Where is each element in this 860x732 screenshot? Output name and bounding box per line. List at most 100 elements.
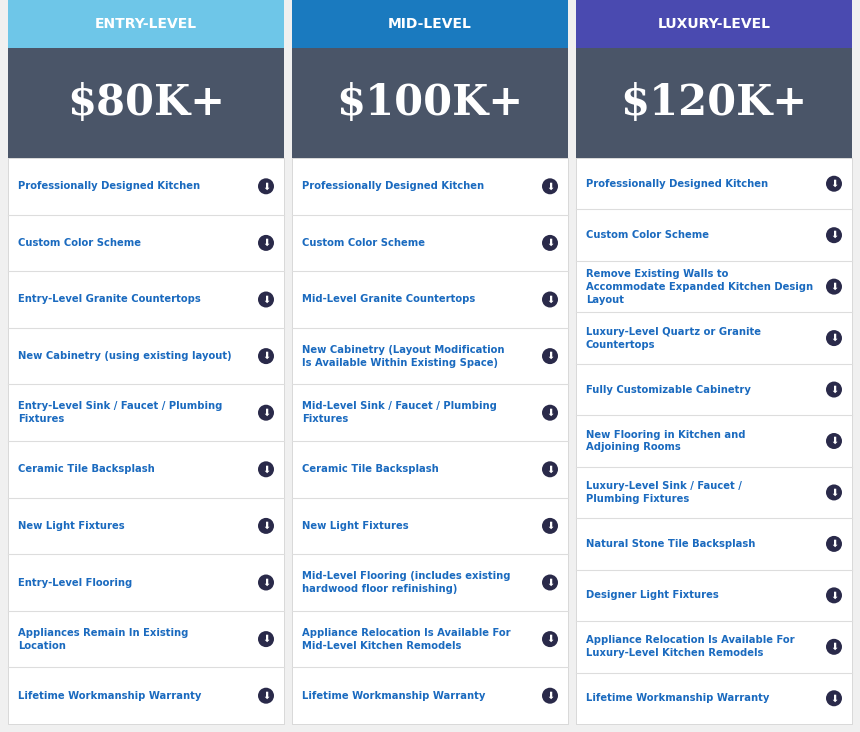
Circle shape [258,235,274,251]
Text: hardwood floor refinishing): hardwood floor refinishing) [302,584,458,594]
Text: ⬇: ⬇ [262,351,270,361]
Text: Mid-Level Flooring (includes existing: Mid-Level Flooring (includes existing [302,571,511,581]
FancyBboxPatch shape [292,0,568,48]
Text: Layout: Layout [586,295,624,305]
Text: ⬇: ⬇ [830,539,838,549]
Text: ⬇: ⬇ [262,578,270,588]
Circle shape [542,575,558,591]
Circle shape [542,405,558,421]
Text: ⬇: ⬇ [830,179,838,189]
Text: Mid-Level Granite Countertops: Mid-Level Granite Countertops [302,294,476,305]
Text: Luxury-Level Sink / Faucet /: Luxury-Level Sink / Faucet / [586,481,742,491]
Text: ⬇: ⬇ [830,693,838,703]
Text: ⬇: ⬇ [546,238,554,248]
Circle shape [258,291,274,307]
FancyBboxPatch shape [8,0,284,48]
Circle shape [258,348,274,364]
Text: ⬇: ⬇ [262,691,270,701]
Text: Countertops: Countertops [586,340,655,350]
Text: Location: Location [18,640,66,651]
Text: ⬇: ⬇ [546,408,554,418]
Text: Ceramic Tile Backsplash: Ceramic Tile Backsplash [302,464,439,474]
Text: Fully Customizable Cabinetry: Fully Customizable Cabinetry [586,384,751,395]
Text: Designer Light Fixtures: Designer Light Fixtures [586,591,719,600]
FancyBboxPatch shape [8,158,284,724]
Circle shape [258,631,274,647]
Circle shape [542,518,558,534]
Circle shape [542,291,558,307]
Text: ⬇: ⬇ [546,634,554,644]
Text: Lifetime Workmanship Warranty: Lifetime Workmanship Warranty [302,691,485,701]
Text: ⬇: ⬇ [546,464,554,474]
Text: ⬇: ⬇ [830,436,838,446]
Text: $120K+: $120K+ [620,82,808,124]
Text: MID-LEVEL: MID-LEVEL [388,17,472,31]
Circle shape [542,179,558,194]
FancyBboxPatch shape [576,158,852,724]
Text: ⬇: ⬇ [830,384,838,395]
Text: ⬇: ⬇ [262,182,270,191]
Text: Appliance Relocation Is Available For: Appliance Relocation Is Available For [302,627,511,638]
Text: Lifetime Workmanship Warranty: Lifetime Workmanship Warranty [18,691,201,701]
Text: ⬇: ⬇ [546,521,554,531]
Text: ⬇: ⬇ [830,282,838,291]
Circle shape [258,575,274,591]
Circle shape [826,279,842,295]
Circle shape [542,631,558,647]
Text: ⬇: ⬇ [830,230,838,240]
Circle shape [826,485,842,501]
Circle shape [826,433,842,449]
Text: New Flooring in Kitchen and: New Flooring in Kitchen and [586,430,746,439]
Text: ⬇: ⬇ [262,238,270,248]
Circle shape [258,405,274,421]
Text: ⬇: ⬇ [262,464,270,474]
Text: ⬇: ⬇ [830,488,838,498]
Text: ⬇: ⬇ [546,294,554,305]
Text: Natural Stone Tile Backsplash: Natural Stone Tile Backsplash [586,539,755,549]
Text: ⬇: ⬇ [262,294,270,305]
Text: Fixtures: Fixtures [18,414,64,425]
Circle shape [542,348,558,364]
Text: ⬇: ⬇ [262,634,270,644]
Text: Custom Color Scheme: Custom Color Scheme [18,238,141,248]
Circle shape [258,518,274,534]
Circle shape [826,176,842,192]
Text: ENTRY-LEVEL: ENTRY-LEVEL [95,17,197,31]
Circle shape [826,381,842,397]
Text: ⬇: ⬇ [830,333,838,343]
Text: Entry-Level Granite Countertops: Entry-Level Granite Countertops [18,294,200,305]
Text: Luxury-Level Kitchen Remodels: Luxury-Level Kitchen Remodels [586,649,764,658]
Circle shape [826,690,842,706]
Circle shape [826,227,842,243]
Text: LUXURY-LEVEL: LUXURY-LEVEL [658,17,771,31]
Text: ⬇: ⬇ [830,642,838,651]
Text: New Light Fixtures: New Light Fixtures [302,521,408,531]
Text: Mid-Level Kitchen Remodels: Mid-Level Kitchen Remodels [302,640,461,651]
Text: Entry-Level Flooring: Entry-Level Flooring [18,578,132,588]
Circle shape [826,639,842,655]
Text: Ceramic Tile Backsplash: Ceramic Tile Backsplash [18,464,155,474]
Text: Entry-Level Sink / Faucet / Plumbing: Entry-Level Sink / Faucet / Plumbing [18,401,223,411]
Text: Is Available Within Existing Space): Is Available Within Existing Space) [302,358,498,367]
Text: ⬇: ⬇ [546,351,554,361]
Text: Professionally Designed Kitchen: Professionally Designed Kitchen [586,179,768,189]
Circle shape [826,587,842,603]
Text: Professionally Designed Kitchen: Professionally Designed Kitchen [302,182,484,191]
FancyBboxPatch shape [292,158,568,724]
FancyBboxPatch shape [8,48,284,158]
Text: ⬇: ⬇ [262,408,270,418]
Text: Luxury-Level Quartz or Granite: Luxury-Level Quartz or Granite [586,326,761,337]
FancyBboxPatch shape [576,0,852,48]
Circle shape [542,235,558,251]
Text: Lifetime Workmanship Warranty: Lifetime Workmanship Warranty [586,693,770,703]
Text: Appliance Relocation Is Available For: Appliance Relocation Is Available For [586,635,795,646]
Circle shape [542,461,558,477]
Text: ⬇: ⬇ [546,691,554,701]
Text: Appliances Remain In Existing: Appliances Remain In Existing [18,627,188,638]
Circle shape [258,461,274,477]
Circle shape [542,687,558,703]
FancyBboxPatch shape [292,48,568,158]
Circle shape [826,330,842,346]
Text: $100K+: $100K+ [336,82,524,124]
Text: Adjoining Rooms: Adjoining Rooms [586,443,681,452]
